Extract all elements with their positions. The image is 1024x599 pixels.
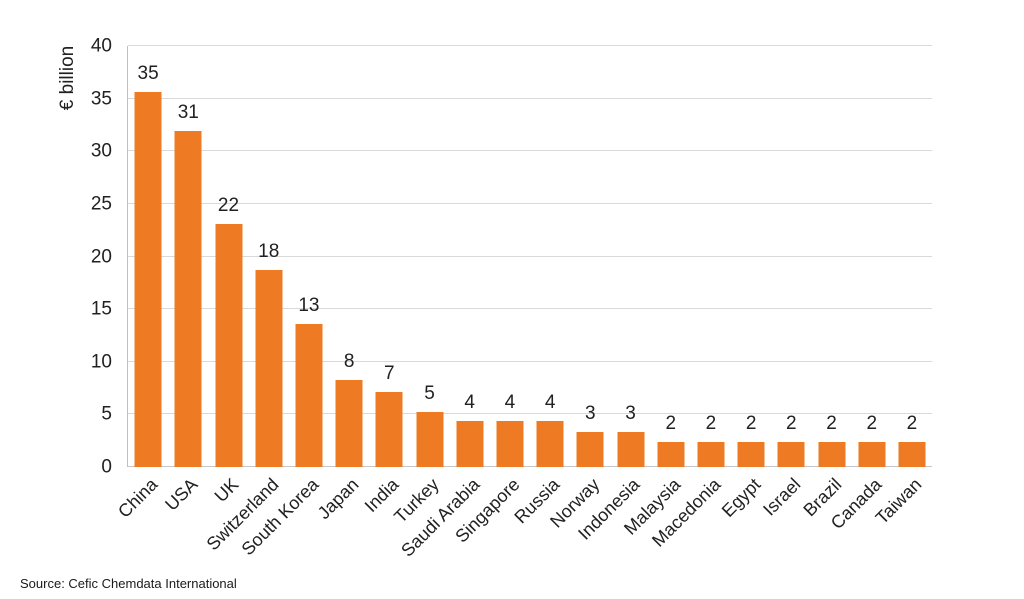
- bar-slot: 18 Switzerland: [202, 46, 289, 554]
- gridline: [128, 308, 932, 310]
- bar-slot: 22 UK: [208, 46, 248, 506]
- y-tick-label: 15: [90, 298, 112, 320]
- bar: [456, 421, 484, 467]
- bar-slot: 2 Canada: [826, 46, 892, 533]
- x-tick-label: Israel: [759, 474, 805, 520]
- bar-slot: 4 Singapore: [451, 46, 530, 546]
- bar: [777, 442, 805, 467]
- y-tick-label: 0: [101, 456, 112, 478]
- gridline: [128, 97, 932, 99]
- bar-slot: 7 India: [361, 46, 409, 516]
- bar-value-label: 3: [585, 402, 596, 424]
- x-tick-label: Egypt: [717, 474, 765, 521]
- bar-slot: 8 Japan: [314, 46, 369, 523]
- bar: [697, 442, 725, 467]
- y-tick-label: 10: [90, 351, 112, 373]
- gridline: [128, 150, 932, 152]
- bar-value-label: 2: [745, 413, 757, 435]
- bar: [215, 223, 242, 467]
- bar: [858, 442, 886, 467]
- bar-slot: 4 Russia: [511, 46, 570, 527]
- gridline: [128, 360, 932, 362]
- y-tick-label: 40: [90, 35, 112, 57]
- x-axis-line: [128, 466, 932, 467]
- bar-value-label: 2: [826, 413, 837, 435]
- bar: [416, 412, 444, 467]
- gridline: [128, 255, 932, 257]
- bar: [657, 442, 685, 467]
- bar-series: 35 China 31 USA 22 UK 18 Switzerland 13 South Kor…: [114, 46, 932, 561]
- bar: [818, 442, 846, 467]
- x-tick-label: Japan: [313, 474, 363, 524]
- bar-value-label: 13: [298, 294, 320, 316]
- bar: [898, 442, 926, 467]
- bar-value-label: 4: [544, 392, 556, 414]
- plot-area: 35 China 31 USA 22 UK 18 Switzerland 13 South Kor…: [114, 45, 932, 561]
- bar-slot: 3 Norway: [546, 46, 610, 532]
- bar: [737, 442, 765, 467]
- bar: [496, 421, 524, 467]
- bar-value-label: 5: [424, 383, 435, 405]
- bar-slot: 13 South Korea: [237, 46, 329, 559]
- bar-slot: 2 Brazil: [799, 46, 851, 520]
- bar-value-label: 4: [504, 392, 516, 414]
- bar-slot: 2 Macedonia: [648, 46, 731, 551]
- bar: [255, 270, 283, 467]
- bar: [174, 131, 202, 467]
- bar-value-label: 3: [625, 402, 636, 424]
- bar-value-label: 8: [343, 350, 355, 372]
- gridline: [128, 413, 932, 415]
- bar: [536, 421, 564, 467]
- x-tick-label: China: [114, 474, 162, 522]
- y-tick-label: 5: [101, 403, 112, 425]
- bar-value-label: 2: [906, 413, 918, 435]
- bar-value-label: 2: [866, 413, 878, 435]
- y-tick-label: 25: [90, 193, 112, 215]
- bar-slot: 35 China: [114, 46, 168, 522]
- source-note: Source: Cefic Chemdata International: [20, 576, 237, 591]
- x-tick-label: UK: [210, 474, 242, 507]
- gridline: [128, 202, 932, 204]
- bar-value-label: 7: [384, 363, 395, 385]
- bar-value-label: 2: [705, 413, 717, 435]
- bar-value-label: 2: [786, 413, 797, 435]
- bar-slot: 2 Egypt: [718, 46, 771, 521]
- y-tick-label: 30: [90, 140, 112, 162]
- bar-value-label: 4: [464, 392, 476, 414]
- bar: [617, 431, 645, 467]
- bar: [576, 431, 604, 467]
- gridline: [128, 45, 932, 46]
- bar-slot: 31 USA: [161, 46, 208, 515]
- bar-value-label: 2: [665, 413, 677, 435]
- bar-slot: 5 Turkey: [390, 46, 449, 527]
- bar: [335, 379, 363, 467]
- y-tick-label: 35: [90, 88, 112, 110]
- bar-slot: 4 Saudi Arabia: [397, 46, 490, 561]
- bar-slot: 2 Israel: [760, 46, 811, 520]
- bar-value-label: 18: [258, 241, 280, 263]
- bar-value-label: 22: [217, 194, 240, 216]
- bar-slot: 3 Indonesia: [575, 46, 650, 544]
- bar-value-label: 35: [137, 63, 159, 85]
- bar-slot: 2 Malaysia: [620, 46, 691, 539]
- y-axis-ticks: 0 5 10 15 20 25 30 35 40: [0, 37, 112, 477]
- y-tick-label: 20: [90, 246, 112, 267]
- x-tick-label: USA: [161, 474, 202, 515]
- bar-slot: 2 Taiwan: [872, 46, 932, 528]
- bar-value-label: 31: [177, 102, 199, 124]
- bar: [375, 392, 403, 467]
- bar: [134, 92, 162, 467]
- bar: [295, 323, 323, 467]
